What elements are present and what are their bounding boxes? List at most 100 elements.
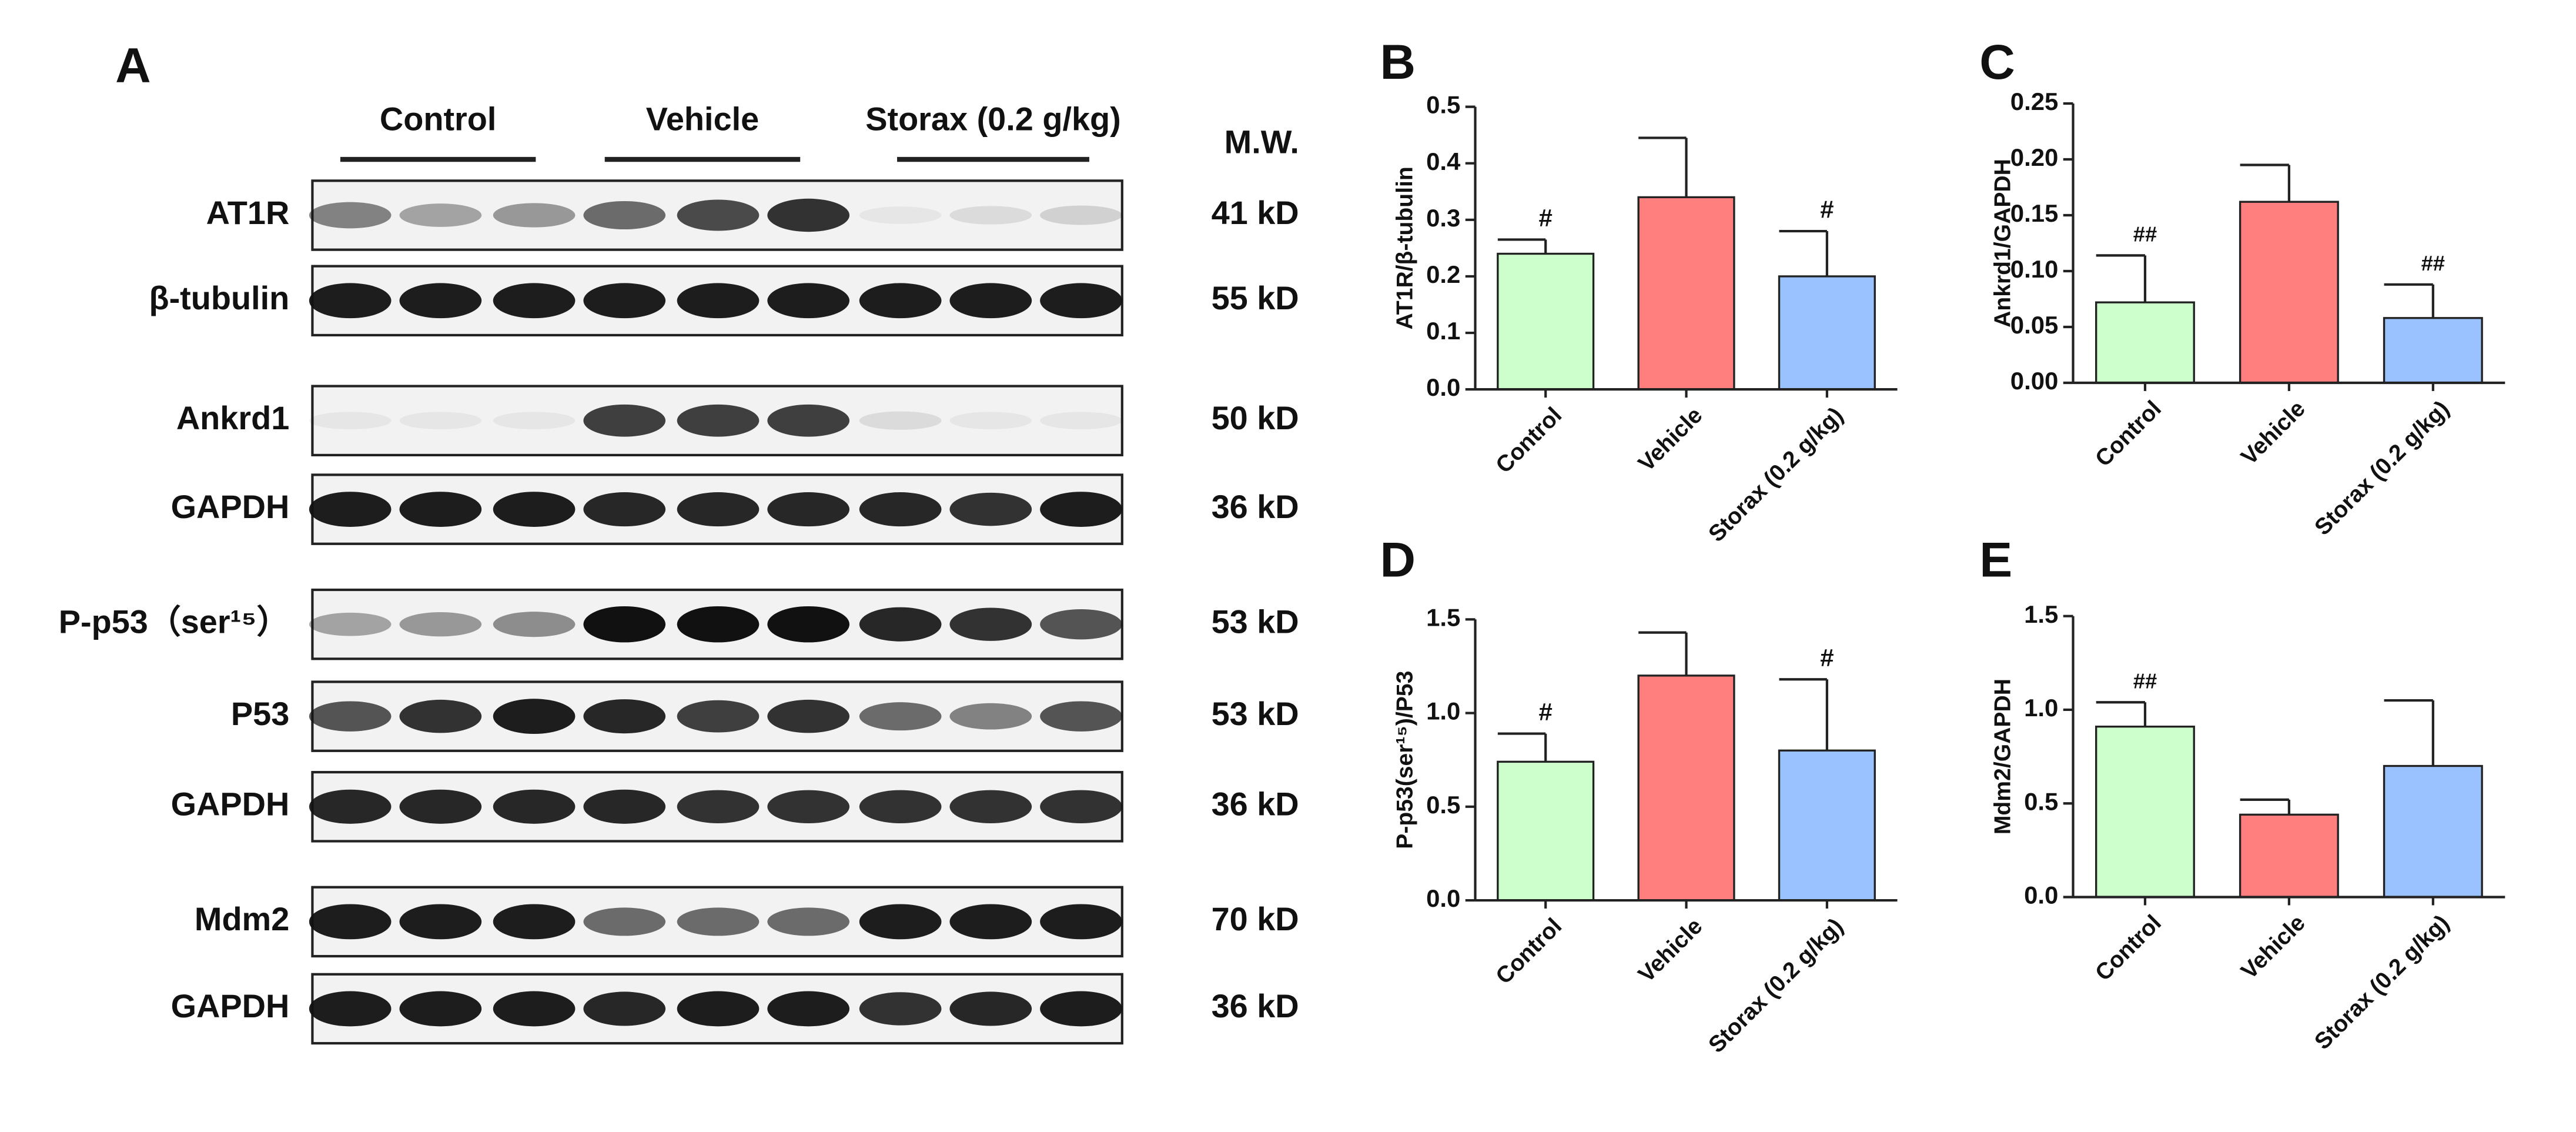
bar (1497, 252, 1595, 390)
blot-band (767, 790, 850, 824)
panel-label: E (1979, 532, 2012, 587)
y-tick-label: 0.0 (1426, 373, 1460, 401)
blot-band (767, 991, 850, 1027)
mw-label: 55 kD (1212, 279, 1299, 316)
blot-band (583, 606, 666, 643)
panel-label: C (1979, 34, 2015, 89)
blot-band (767, 198, 850, 232)
row-label: P-p53（ser¹⁵） (59, 603, 290, 640)
blot-band (493, 203, 576, 228)
bar (1778, 749, 1876, 901)
blot-band (399, 789, 482, 824)
group-label: Vehicle (646, 101, 760, 138)
row-label: AT1R (206, 194, 290, 231)
row-label: GAPDH (171, 786, 290, 823)
blot-band (859, 790, 942, 824)
y-tick-label: 1.5 (1426, 603, 1460, 631)
blot-band (1040, 701, 1122, 732)
bar (1637, 674, 1735, 901)
y-axis-label: Mdm2/GAPDH (1990, 679, 2015, 834)
blot-band (309, 412, 392, 430)
significance: # (1820, 644, 1834, 672)
x-tick-label: Storax (0.2 g/kg) (2310, 910, 2454, 1055)
blot-band (399, 991, 482, 1027)
significance: # (1539, 204, 1553, 232)
mw-label: 36 kD (1212, 786, 1299, 823)
blot-band (859, 411, 942, 430)
blot-band (583, 283, 666, 319)
row-label: β-tubulin (149, 279, 289, 316)
row-label: Ankrd1 (176, 399, 289, 436)
mw-label: 53 kD (1212, 603, 1299, 640)
bar (1637, 196, 1735, 390)
blot-band (949, 904, 1032, 940)
blot-band (493, 904, 576, 940)
x-tick-label: Control (2090, 910, 2166, 986)
blot-band (767, 907, 850, 936)
blot-band (399, 283, 482, 319)
y-axis-label: AT1R/β-tubulin (1392, 166, 1417, 329)
y-tick-label: 1.0 (2024, 694, 2058, 722)
y-tick-label: 1.5 (2024, 600, 2058, 628)
mw-label: 36 kD (1212, 488, 1299, 525)
blot-band (493, 699, 576, 734)
blot-band (583, 492, 666, 527)
y-tick-label: 0.00 (2010, 367, 2059, 395)
blot-band (677, 700, 760, 733)
blot-band (677, 199, 760, 231)
blot-band (859, 702, 942, 731)
blot-band (493, 492, 576, 527)
y-tick-label: 0.15 (2010, 199, 2059, 227)
group-label: Control (380, 101, 497, 138)
blot-band (1040, 412, 1122, 430)
significance: ## (2133, 222, 2157, 246)
blot-band (583, 907, 666, 936)
blot-band (949, 607, 1032, 641)
blot-band (949, 703, 1032, 730)
y-tick-label: 0.0 (1426, 884, 1460, 912)
x-tick-label: Vehicle (2236, 910, 2310, 984)
blot-band (949, 206, 1032, 225)
blot-band (677, 606, 760, 643)
panel-label: A (115, 37, 151, 92)
row-label: GAPDH (171, 488, 290, 525)
significance: # (1820, 196, 1834, 223)
y-tick-label: 0.1 (1426, 317, 1460, 345)
blot-band (399, 904, 482, 940)
y-tick-label: 0.4 (1426, 148, 1461, 175)
blot-band (859, 607, 942, 642)
significance: ## (2421, 251, 2445, 275)
y-axis-label: Ankrd1/GAPDH (1990, 159, 2015, 328)
y-tick-label: 0.10 (2010, 255, 2059, 283)
blot-band (1040, 790, 1122, 824)
blot-band (399, 699, 482, 733)
blot-band (949, 283, 1032, 319)
blot-band (309, 991, 392, 1027)
blot-band (493, 283, 576, 319)
bar (1497, 760, 1595, 901)
y-tick-label: 0.5 (1426, 91, 1460, 119)
blot-band (493, 991, 576, 1027)
y-tick-label: 0.3 (1426, 204, 1460, 232)
panel-label: D (1380, 532, 1416, 587)
x-tick-label: Control (1491, 403, 1567, 479)
blot-band (399, 492, 482, 527)
blot-band (949, 412, 1032, 430)
bar (2095, 301, 2195, 384)
blot-band (1040, 904, 1122, 940)
blot-band (767, 283, 850, 319)
y-tick-label: 0.05 (2010, 311, 2059, 339)
blot-band (493, 612, 576, 637)
blot-band (399, 203, 482, 227)
blot-band (583, 789, 666, 824)
blot-band (1040, 991, 1122, 1027)
blot-band (859, 992, 942, 1026)
bar (2239, 201, 2339, 384)
blot-band (949, 790, 1032, 824)
bar (1778, 275, 1876, 390)
x-tick-label: Control (1491, 913, 1567, 989)
blot-band (767, 699, 850, 733)
blot-band (309, 202, 392, 229)
